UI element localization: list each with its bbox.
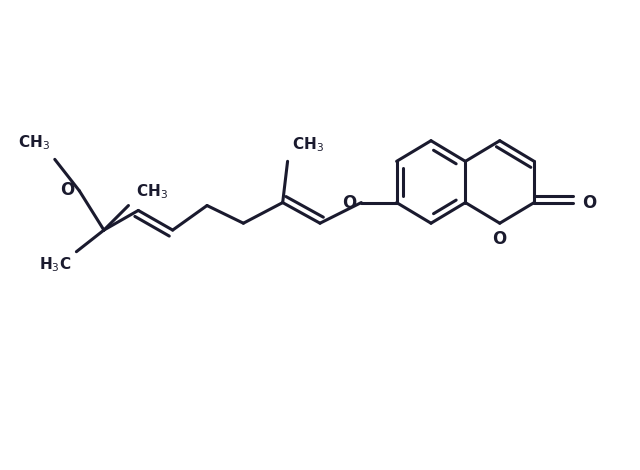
Text: O: O: [60, 181, 74, 199]
Text: CH$_3$: CH$_3$: [292, 136, 324, 155]
Text: O: O: [492, 230, 506, 248]
Text: CH$_3$: CH$_3$: [18, 133, 50, 151]
Text: CH$_3$: CH$_3$: [136, 182, 168, 201]
Text: O: O: [342, 194, 356, 212]
Text: H$_3$C: H$_3$C: [39, 256, 72, 274]
Text: O: O: [582, 194, 596, 212]
